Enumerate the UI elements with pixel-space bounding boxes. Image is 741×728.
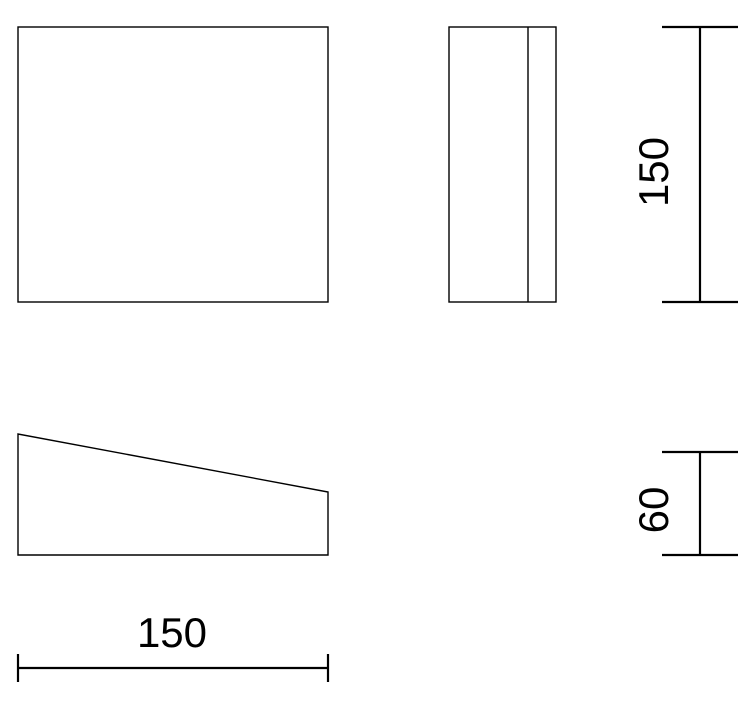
front-view-square (18, 27, 328, 302)
dim-width-label: 150 (137, 609, 207, 656)
side-view-rect (449, 27, 556, 302)
dim-thickness-label: 60 (630, 487, 677, 534)
dim-thickness-60: 60 (630, 452, 738, 555)
top-view-wedge (18, 434, 328, 555)
dim-width-150: 150 (18, 609, 328, 682)
dim-height-label: 150 (630, 137, 677, 207)
dim-height-150: 150 (630, 27, 738, 302)
